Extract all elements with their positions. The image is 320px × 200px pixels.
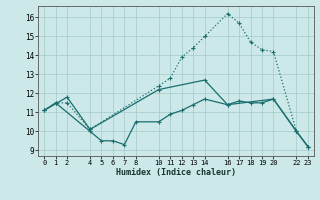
X-axis label: Humidex (Indice chaleur): Humidex (Indice chaleur): [116, 168, 236, 177]
